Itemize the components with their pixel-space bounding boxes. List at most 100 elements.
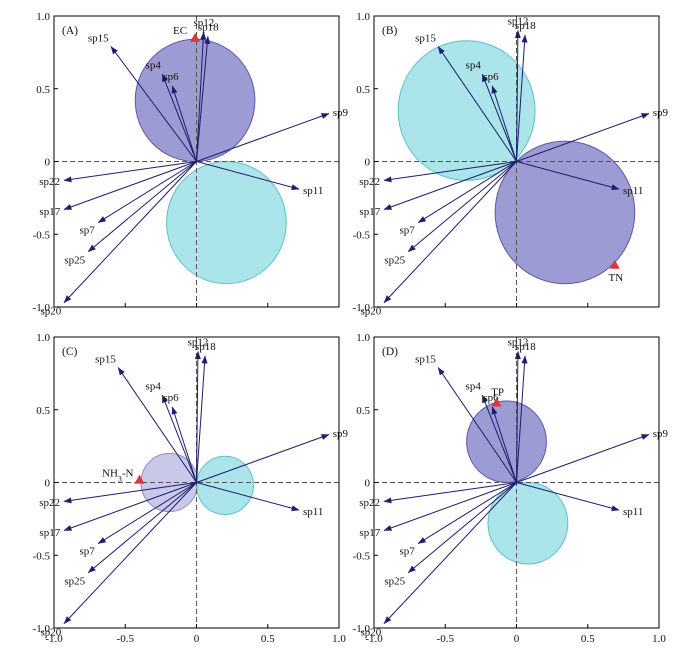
species-label-sp11: sp11 (303, 506, 323, 518)
species-label-sp20: sp20 (360, 306, 381, 318)
x-tick-label: -1.0 (45, 633, 63, 645)
y-tick-label: 1.0 (356, 332, 370, 344)
y-tick-label: -0.5 (353, 550, 371, 562)
species-arrow-sp7 (97, 161, 197, 224)
x-tick-label: 1.0 (652, 633, 666, 645)
species-label-sp9: sp9 (653, 107, 669, 119)
species-label-sp17: sp17 (359, 206, 380, 218)
species-arrow-sp12 (196, 31, 207, 162)
y-tick-label: 1.0 (356, 11, 370, 23)
species-arrow-sp22 (63, 161, 197, 183)
species-label-sp15: sp15 (95, 353, 116, 365)
y-tick-label: 0.5 (356, 84, 370, 96)
correlation-circle (494, 140, 636, 285)
species-arrow-sp9 (196, 434, 330, 483)
species-arrow-sp18 (516, 355, 528, 483)
species-arrow-sp9 (516, 434, 650, 483)
panel-label: (B) (382, 25, 398, 37)
species-label-sp4: sp4 (466, 380, 482, 392)
species-label-sp15: sp15 (415, 32, 436, 44)
y-tick-label: -0.5 (33, 550, 51, 562)
species-arrow-sp20 (383, 161, 517, 303)
y-tick-label: 0.5 (36, 84, 50, 96)
species-arrow-sp4 (481, 73, 517, 162)
species-arrow-sp11 (196, 161, 300, 191)
species-label-sp12: sp12 (508, 337, 529, 349)
species-label-sp11: sp11 (623, 506, 643, 518)
species-label-sp15: sp15 (415, 353, 436, 365)
species-label-sp12: sp12 (508, 16, 529, 28)
x-tick-label: 0 (194, 633, 200, 645)
species-label-sp7: sp7 (79, 546, 95, 558)
x-tick-label: -0.5 (117, 633, 135, 645)
env-label: TN (608, 272, 623, 284)
species-label-sp4: sp4 (466, 59, 482, 71)
species-label-sp9: sp9 (333, 107, 349, 119)
species-label-sp6: sp6 (163, 71, 179, 83)
species-arrow-sp11 (516, 482, 620, 512)
species-label-sp25: sp25 (384, 254, 405, 266)
env-marker-TN (609, 259, 620, 269)
species-arrow-sp9 (196, 113, 330, 162)
species-label-sp18: sp18 (195, 341, 216, 353)
panel-label: (C) (62, 346, 78, 358)
panel-label: (D) (382, 346, 398, 358)
y-tick-label: 0 (365, 478, 371, 490)
species-label-sp15: sp15 (88, 32, 109, 44)
y-tick-label: 0 (45, 478, 51, 490)
species-arrow-sp17 (383, 161, 517, 210)
species-label-sp18: sp18 (515, 341, 536, 353)
species-arrow-sp6 (491, 85, 517, 162)
correlation-circle (487, 482, 569, 565)
species-label-sp22: sp22 (39, 497, 60, 509)
y-tick-label: 0.5 (36, 405, 50, 417)
species-label-sp9: sp9 (653, 428, 669, 440)
species-label-sp25: sp25 (64, 575, 85, 587)
species-label-sp4: sp4 (146, 59, 162, 71)
species-label-sp20: sp20 (40, 627, 61, 639)
env-label: NH3-N (102, 468, 134, 484)
species-label-sp18: sp18 (515, 20, 536, 32)
env-label: EC (173, 25, 187, 37)
species-arrow-sp4 (161, 73, 197, 162)
species-arrow-sp15 (110, 46, 197, 162)
species-arrow-sp4 (481, 394, 517, 483)
species-arrow-sp25 (407, 161, 517, 253)
species-label-sp18: sp18 (198, 21, 219, 33)
correlation-circle (466, 400, 547, 484)
species-label-sp20: sp20 (360, 627, 381, 639)
species-label-sp11: sp11 (303, 185, 323, 197)
env-marker-TP (491, 397, 502, 407)
species-label-sp17: sp17 (39, 527, 60, 539)
species-arrow-sp20 (383, 482, 517, 624)
species-arrow-sp17 (63, 482, 197, 531)
env-marker-NH (134, 474, 145, 484)
y-tick-label: -1.0 (353, 302, 371, 314)
species-label-sp7: sp7 (399, 225, 415, 237)
y-tick-label: 1.0 (36, 11, 50, 23)
species-arrow-sp25 (407, 482, 517, 574)
species-arrow-sp25 (87, 482, 197, 574)
y-tick-label: -1.0 (33, 302, 51, 314)
species-label-sp25: sp25 (384, 575, 405, 587)
species-arrow-sp12 (514, 30, 521, 162)
species-label-sp7: sp7 (399, 546, 415, 558)
species-label-sp22: sp22 (359, 497, 380, 509)
species-arrow-sp7 (97, 482, 197, 545)
x-tick-label: 0.5 (261, 633, 275, 645)
species-label-sp4: sp4 (146, 380, 162, 392)
y-tick-label: 0 (45, 157, 51, 169)
species-arrow-sp7 (417, 482, 517, 545)
species-arrow-sp18 (516, 34, 528, 162)
species-arrow-sp6 (171, 406, 197, 483)
panel-label: (A) (62, 25, 78, 37)
species-label-sp17: sp17 (39, 206, 60, 218)
species-arrow-sp9 (516, 113, 650, 162)
y-tick-label: -1.0 (353, 623, 371, 635)
species-arrow-sp15 (117, 367, 197, 483)
species-arrow-sp22 (383, 482, 517, 504)
